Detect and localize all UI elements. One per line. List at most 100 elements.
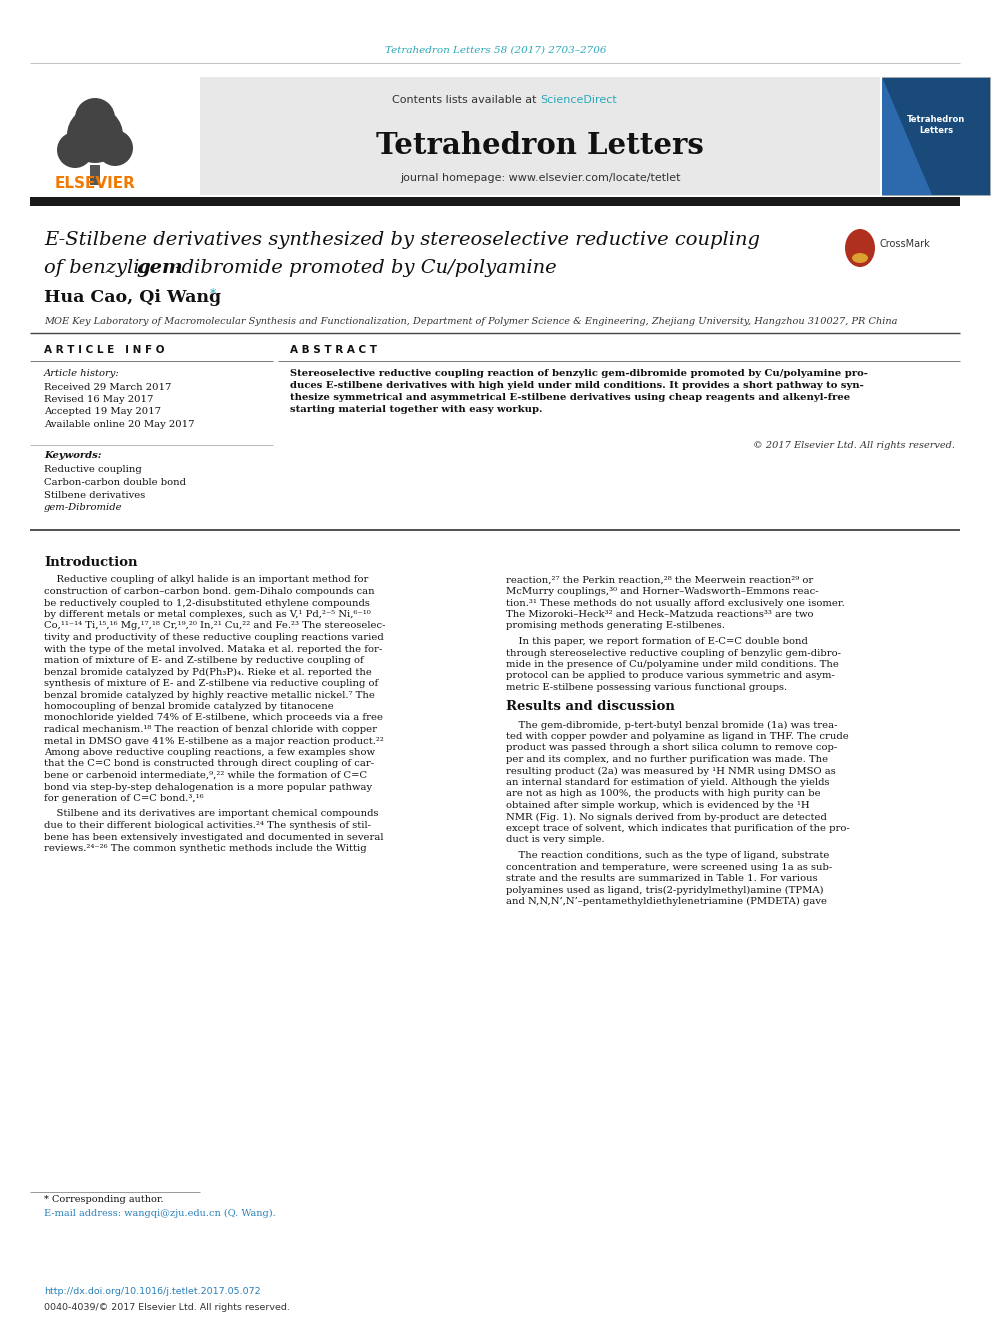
Text: an internal standard for estimation of yield. Although the yields: an internal standard for estimation of y… bbox=[506, 778, 829, 787]
Text: Stilbene derivatives: Stilbene derivatives bbox=[44, 491, 145, 500]
Text: concentration and temperature, were screened using 1a as sub-: concentration and temperature, were scre… bbox=[506, 863, 832, 872]
Bar bbox=[90, 165, 100, 185]
Text: ScienceDirect: ScienceDirect bbox=[540, 95, 617, 105]
Text: In this paper, we report formation of E-C=C double bond: In this paper, we report formation of E-… bbox=[506, 636, 807, 646]
Text: Hua Cao, Qi Wang: Hua Cao, Qi Wang bbox=[44, 290, 221, 307]
Circle shape bbox=[97, 130, 133, 165]
Text: gem: gem bbox=[137, 259, 184, 277]
Text: Stereoselective reductive coupling reaction of benzylic gem-dibromide promoted b: Stereoselective reductive coupling react… bbox=[290, 369, 868, 378]
Text: ELSEVIER: ELSEVIER bbox=[55, 176, 136, 191]
Text: monochloride yielded 74% of E-stilbene, which proceeds via a free: monochloride yielded 74% of E-stilbene, … bbox=[44, 713, 383, 722]
Text: Introduction: Introduction bbox=[44, 556, 138, 569]
Polygon shape bbox=[882, 77, 932, 194]
Text: per and its complex, and no further purification was made. The: per and its complex, and no further puri… bbox=[506, 755, 828, 763]
Text: benzal bromide catalyzed by Pd(Ph₃P)₄. Rieke et al. reported the: benzal bromide catalyzed by Pd(Ph₃P)₄. R… bbox=[44, 667, 372, 676]
Text: tion.³¹ These methods do not usually afford exclusively one isomer.: tion.³¹ These methods do not usually aff… bbox=[506, 598, 845, 607]
Ellipse shape bbox=[852, 253, 868, 263]
Text: Available online 20 May 2017: Available online 20 May 2017 bbox=[44, 419, 194, 429]
Text: The gem-dibromide, p-tert-butyl benzal bromide (1a) was trea-: The gem-dibromide, p-tert-butyl benzal b… bbox=[506, 721, 837, 729]
Text: reaction,²⁷ the Perkin reaction,²⁸ the Meerwein reaction²⁹ or: reaction,²⁷ the Perkin reaction,²⁸ the M… bbox=[506, 576, 813, 585]
Circle shape bbox=[75, 98, 115, 138]
Circle shape bbox=[57, 132, 93, 168]
Text: starting material together with easy workup.: starting material together with easy wor… bbox=[290, 406, 543, 414]
Ellipse shape bbox=[845, 229, 875, 267]
Text: A B S T R A C T: A B S T R A C T bbox=[290, 345, 377, 355]
Text: metal in DMSO gave 41% E-stilbene as a major reaction product.²²: metal in DMSO gave 41% E-stilbene as a m… bbox=[44, 737, 384, 745]
Text: * Corresponding author.: * Corresponding author. bbox=[44, 1196, 164, 1204]
Text: Reductive coupling of alkyl halide is an important method for: Reductive coupling of alkyl halide is an… bbox=[44, 576, 368, 585]
Text: radical mechanism.¹⁸ The reaction of benzal chloride with copper: radical mechanism.¹⁸ The reaction of ben… bbox=[44, 725, 377, 734]
Bar bbox=[30, 77, 200, 194]
Text: Keywords:: Keywords: bbox=[44, 451, 101, 460]
Text: for generation of C=C bond.³,¹⁶: for generation of C=C bond.³,¹⁶ bbox=[44, 794, 203, 803]
Text: resulting product (2a) was measured by ¹H NMR using DMSO as: resulting product (2a) was measured by ¹… bbox=[506, 766, 835, 775]
Text: Co,¹¹⁻¹⁴ Ti,¹⁵,¹⁶ Mg,¹⁷,¹⁸ Cr,¹⁹,²⁰ In,²¹ Cu,²² and Fe.²³ The stereoselec-: Co,¹¹⁻¹⁴ Ti,¹⁵,¹⁶ Mg,¹⁷,¹⁸ Cr,¹⁹,²⁰ In,²… bbox=[44, 622, 386, 631]
Text: The reaction conditions, such as the type of ligand, substrate: The reaction conditions, such as the typ… bbox=[506, 851, 829, 860]
Text: through stereoselective reductive coupling of benzylic gem-dibro-: through stereoselective reductive coupli… bbox=[506, 648, 841, 658]
Text: are not as high as 100%, the products with high purity can be: are not as high as 100%, the products wi… bbox=[506, 790, 820, 799]
Text: tivity and productivity of these reductive coupling reactions varied: tivity and productivity of these reducti… bbox=[44, 632, 384, 642]
Text: Revised 16 May 2017: Revised 16 May 2017 bbox=[44, 396, 154, 404]
Text: McMurry couplings,³⁰ and Horner–Wadsworth–Emmons reac-: McMurry couplings,³⁰ and Horner–Wadswort… bbox=[506, 587, 818, 595]
Text: Received 29 March 2017: Received 29 March 2017 bbox=[44, 382, 172, 392]
Text: that the C=C bond is constructed through direct coupling of car-: that the C=C bond is constructed through… bbox=[44, 759, 374, 769]
Text: promising methods generating E-stilbenes.: promising methods generating E-stilbenes… bbox=[506, 622, 725, 631]
Text: and N,N,N’,N’–pentamethyldiethylenetriamine (PMDETA) gave: and N,N,N’,N’–pentamethyldiethylenetriam… bbox=[506, 897, 827, 906]
Text: metric E-stilbene possessing various functional groups.: metric E-stilbene possessing various fun… bbox=[506, 683, 787, 692]
Text: obtained after simple workup, which is evidenced by the ¹H: obtained after simple workup, which is e… bbox=[506, 800, 809, 810]
Text: Carbon-carbon double bond: Carbon-carbon double bond bbox=[44, 478, 186, 487]
Text: with the type of the metal involved. Mataka et al. reported the for-: with the type of the metal involved. Mat… bbox=[44, 644, 382, 654]
Text: mation of mixture of E- and Z-stilbene by reductive coupling of: mation of mixture of E- and Z-stilbene b… bbox=[44, 656, 364, 665]
Text: reviews.²⁴⁻²⁶ The common synthetic methods include the Wittig: reviews.²⁴⁻²⁶ The common synthetic metho… bbox=[44, 844, 367, 853]
Text: Among above reductive coupling reactions, a few examples show: Among above reductive coupling reactions… bbox=[44, 747, 375, 757]
Text: journal homepage: www.elsevier.com/locate/tetlet: journal homepage: www.elsevier.com/locat… bbox=[400, 173, 681, 183]
Text: of benzylic: of benzylic bbox=[44, 259, 157, 277]
Text: benzal bromide catalyzed by highly reactive metallic nickel.⁷ The: benzal bromide catalyzed by highly react… bbox=[44, 691, 375, 700]
Text: E-Stilbene derivatives synthesized by stereoselective reductive coupling: E-Stilbene derivatives synthesized by st… bbox=[44, 232, 760, 249]
Text: Stilbene and its derivatives are important chemical compounds: Stilbene and its derivatives are importa… bbox=[44, 810, 379, 819]
Text: ted with copper powder and polyamine as ligand in THF. The crude: ted with copper powder and polyamine as … bbox=[506, 732, 849, 741]
Text: -dibromide promoted by Cu/polyamine: -dibromide promoted by Cu/polyamine bbox=[175, 259, 557, 277]
Text: duct is very simple.: duct is very simple. bbox=[506, 836, 605, 844]
Text: Reductive coupling: Reductive coupling bbox=[44, 466, 142, 475]
Text: A R T I C L E   I N F O: A R T I C L E I N F O bbox=[44, 345, 165, 355]
Text: Contents lists available at: Contents lists available at bbox=[392, 95, 540, 105]
Text: E-mail address: wangqi@zju.edu.cn (Q. Wang).: E-mail address: wangqi@zju.edu.cn (Q. Wa… bbox=[44, 1208, 276, 1217]
Text: NMR (Fig. 1). No signals derived from by-product are detected: NMR (Fig. 1). No signals derived from by… bbox=[506, 812, 827, 822]
Bar bbox=[882, 77, 990, 194]
Text: The Mizoroki–Heck³² and Heck–Matzuda reactions³³ are two: The Mizoroki–Heck³² and Heck–Matzuda rea… bbox=[506, 610, 813, 619]
Text: due to their different biological activities.²⁴ The synthesis of stil-: due to their different biological activi… bbox=[44, 822, 371, 830]
Text: gem-Dibromide: gem-Dibromide bbox=[44, 503, 122, 512]
Text: bene or carbenoid intermediate,⁹,²² while the formation of C=C: bene or carbenoid intermediate,⁹,²² whil… bbox=[44, 771, 367, 781]
Text: Tetrahedron
Letters: Tetrahedron Letters bbox=[907, 115, 965, 135]
Text: CrossMark: CrossMark bbox=[880, 239, 930, 249]
Text: protocol can be applied to produce various symmetric and asym-: protocol can be applied to produce vario… bbox=[506, 672, 835, 680]
Text: homocoupling of benzal bromide catalyzed by titanocene: homocoupling of benzal bromide catalyzed… bbox=[44, 703, 333, 710]
Text: by different metals or metal complexes, such as V,¹ Pd,²⁻⁵ Ni,⁶⁻¹⁰: by different metals or metal complexes, … bbox=[44, 610, 371, 619]
Text: except trace of solvent, which indicates that purification of the pro-: except trace of solvent, which indicates… bbox=[506, 824, 850, 833]
Text: http://dx.doi.org/10.1016/j.tetlet.2017.05.072: http://dx.doi.org/10.1016/j.tetlet.2017.… bbox=[44, 1287, 261, 1297]
Text: bene has been extensively investigated and documented in several: bene has been extensively investigated a… bbox=[44, 832, 384, 841]
Text: duces E-stilbene derivatives with high yield under mild conditions. It provides : duces E-stilbene derivatives with high y… bbox=[290, 381, 864, 390]
Text: MOE Key Laboratory of Macromolecular Synthesis and Functionalization, Department: MOE Key Laboratory of Macromolecular Syn… bbox=[44, 316, 898, 325]
Text: 0040-4039/© 2017 Elsevier Ltd. All rights reserved.: 0040-4039/© 2017 Elsevier Ltd. All right… bbox=[44, 1303, 290, 1311]
Text: construction of carbon–carbon bond. gem-Dihalo compounds can: construction of carbon–carbon bond. gem-… bbox=[44, 587, 375, 595]
Text: polyamines used as ligand, tris(2-pyridylmethyl)amine (TPMA): polyamines used as ligand, tris(2-pyridy… bbox=[506, 885, 823, 894]
Text: mide in the presence of Cu/polyamine under mild conditions. The: mide in the presence of Cu/polyamine und… bbox=[506, 660, 839, 669]
Text: be reductively coupled to 1,2-disubstituted ethylene compounds: be reductively coupled to 1,2-disubstitu… bbox=[44, 598, 370, 607]
Text: *: * bbox=[206, 288, 216, 302]
Text: © 2017 Elsevier Ltd. All rights reserved.: © 2017 Elsevier Ltd. All rights reserved… bbox=[753, 442, 955, 451]
Text: Tetrahedron Letters: Tetrahedron Letters bbox=[376, 131, 704, 160]
Text: bond via step-by-step dehalogenation is a more popular pathway: bond via step-by-step dehalogenation is … bbox=[44, 782, 372, 791]
Text: Results and discussion: Results and discussion bbox=[506, 700, 675, 713]
Text: Article history:: Article history: bbox=[44, 369, 120, 377]
Text: synthesis of mixture of E- and Z-stilbene via reductive coupling of: synthesis of mixture of E- and Z-stilben… bbox=[44, 679, 378, 688]
Text: Tetrahedron Letters 58 (2017) 2703–2706: Tetrahedron Letters 58 (2017) 2703–2706 bbox=[385, 45, 607, 54]
Text: product was passed through a short silica column to remove cop-: product was passed through a short silic… bbox=[506, 744, 837, 753]
Bar bbox=[200, 77, 880, 194]
Circle shape bbox=[67, 107, 123, 163]
Text: Accepted 19 May 2017: Accepted 19 May 2017 bbox=[44, 407, 161, 417]
Text: thesize symmetrical and asymmetrical E-stilbene derivatives using cheap reagents: thesize symmetrical and asymmetrical E-s… bbox=[290, 393, 850, 402]
Text: strate and the results are summarized in Table 1. For various: strate and the results are summarized in… bbox=[506, 875, 817, 882]
Bar bbox=[30, 197, 960, 206]
